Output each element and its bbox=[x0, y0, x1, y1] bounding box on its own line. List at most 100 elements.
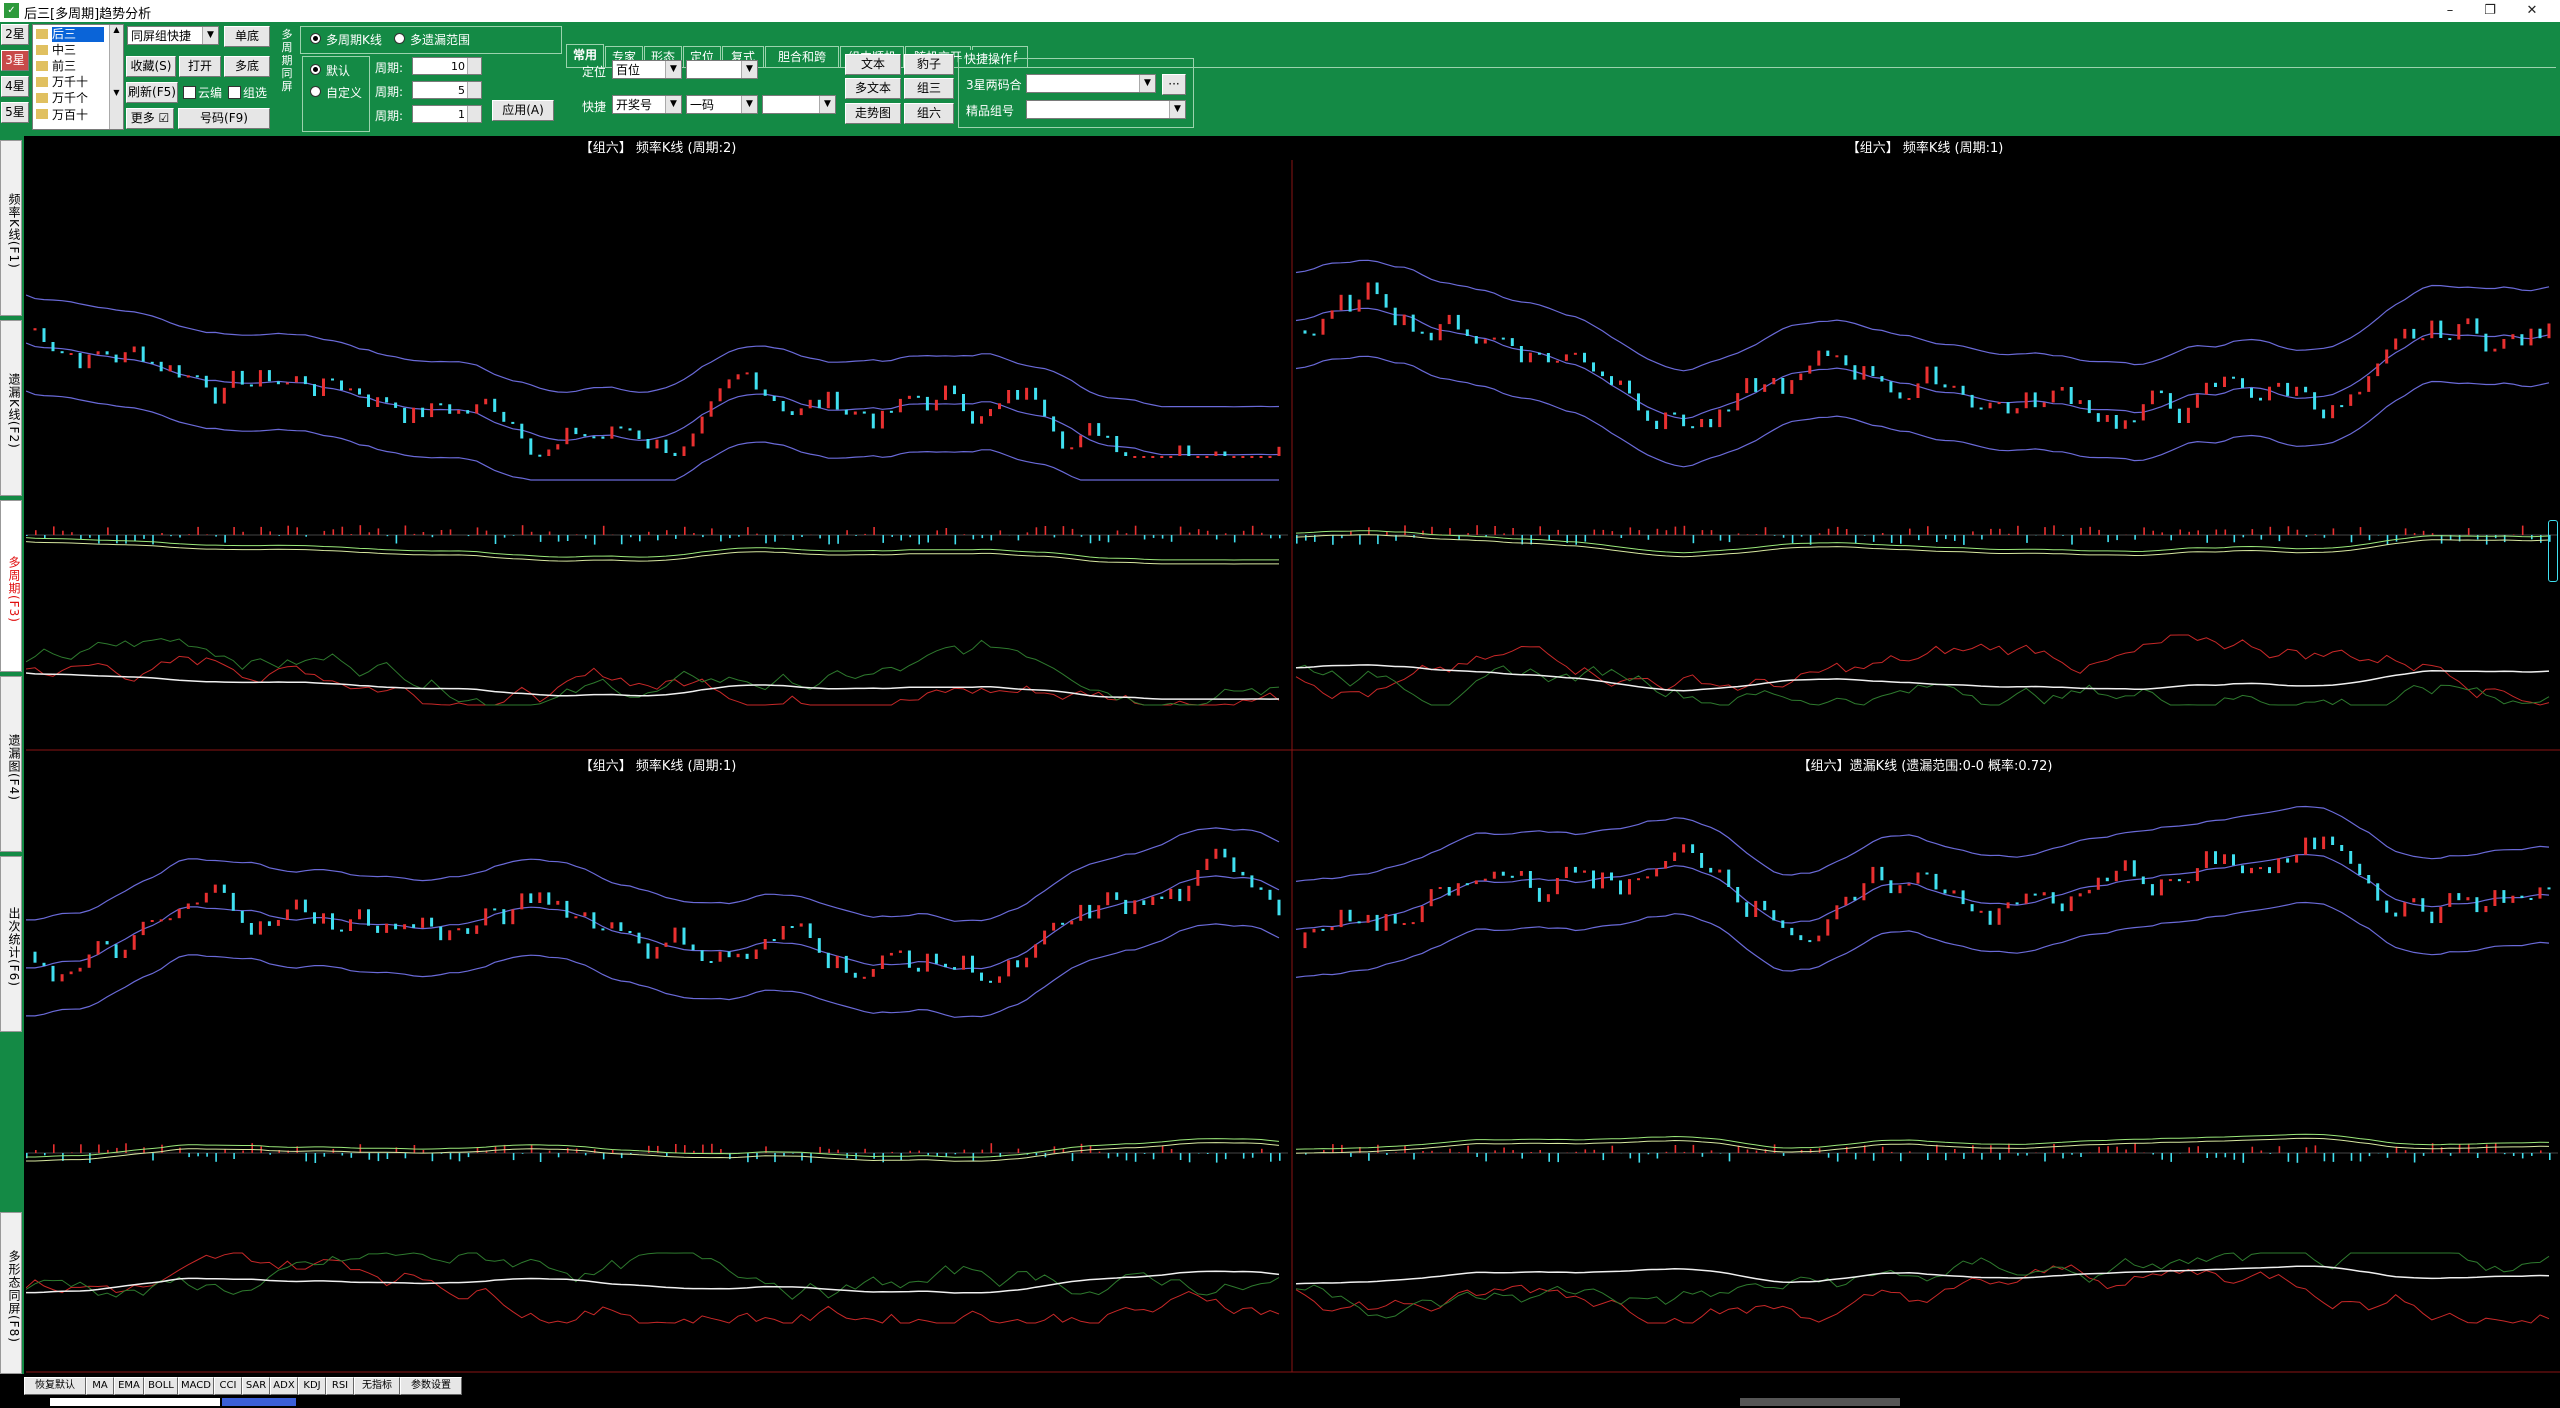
single-button[interactable]: 单底 bbox=[224, 26, 270, 47]
macd-bar bbox=[1638, 1153, 1641, 1163]
candle bbox=[204, 375, 208, 388]
side-tab-miss-chart[interactable]: 遗漏图(F4) bbox=[0, 676, 22, 852]
text-button[interactable]: 文本 bbox=[845, 54, 901, 75]
custom-radio[interactable] bbox=[310, 86, 321, 97]
candle bbox=[889, 410, 893, 413]
oscillator-line bbox=[26, 1252, 1280, 1324]
macd-bar bbox=[386, 535, 389, 537]
tab-common[interactable]: 常用 bbox=[566, 44, 604, 68]
list-item[interactable]: 中三 bbox=[52, 43, 77, 57]
macd-bar bbox=[503, 1144, 506, 1153]
candle bbox=[1655, 420, 1659, 429]
candle bbox=[258, 370, 262, 387]
pos-combo[interactable]: 百位 ▼ bbox=[612, 60, 682, 79]
candle bbox=[1646, 876, 1650, 879]
adx-button[interactable]: ADX bbox=[270, 1377, 298, 1395]
more-button[interactable]: 更多 ☑ bbox=[126, 108, 174, 129]
macd-bar bbox=[1936, 535, 1938, 542]
chart-scroll-handle[interactable] bbox=[2548, 520, 2558, 582]
candle bbox=[763, 389, 767, 396]
list-item[interactable]: 后三 bbox=[52, 27, 104, 42]
macd-bar bbox=[2062, 535, 2064, 536]
list-item[interactable]: 前三 bbox=[52, 59, 77, 73]
candle bbox=[934, 953, 938, 964]
more-options-button[interactable]: ··· bbox=[1162, 74, 1186, 95]
candle bbox=[2349, 394, 2353, 406]
trend-button[interactable]: 走势图 bbox=[845, 103, 901, 124]
group3-button[interactable]: 组三 bbox=[904, 78, 954, 99]
side-tab-count-stats[interactable]: 出次统计(F6) bbox=[0, 856, 22, 1032]
minimize-button[interactable]: – bbox=[2446, 3, 2454, 18]
pos-extra-combo[interactable]: ▼ bbox=[686, 60, 758, 79]
group6-button[interactable]: 组六 bbox=[904, 103, 954, 124]
cci-button[interactable]: CCI bbox=[214, 1377, 242, 1395]
candle bbox=[529, 438, 533, 455]
tab-gall-span[interactable]: 胆合和跨 bbox=[765, 46, 839, 68]
star-5-button[interactable]: 5星 bbox=[1, 102, 29, 123]
macd-bar bbox=[2314, 534, 2317, 535]
cycle-1-spinner[interactable]: 10 bbox=[412, 57, 482, 75]
favorite-button[interactable]: 收藏(S) bbox=[126, 56, 176, 77]
macd-bar bbox=[197, 1153, 199, 1157]
no-indicator-button[interactable]: 无指标 bbox=[354, 1377, 400, 1395]
star-2-button[interactable]: 2星 bbox=[1, 24, 29, 45]
refresh-button[interactable]: 刷新(F5) bbox=[126, 82, 178, 103]
side-tab-multi-shape[interactable]: 多形态同屏(F8) bbox=[0, 1212, 22, 1374]
compose-checkbox[interactable] bbox=[228, 86, 241, 99]
apply-button[interactable]: 应用(A) bbox=[492, 100, 554, 121]
sar-button[interactable]: SAR bbox=[242, 1377, 270, 1395]
candle bbox=[1303, 330, 1307, 334]
macd-bar bbox=[1422, 530, 1424, 535]
side-tab-miss-kline[interactable]: 遗漏K线(F2) bbox=[0, 320, 22, 496]
group-combo[interactable]: 同屏组快捷 ▼ bbox=[127, 26, 219, 45]
macd-bar bbox=[197, 526, 199, 535]
star-4-button[interactable]: 4星 bbox=[1, 76, 29, 97]
macd-bar bbox=[936, 530, 938, 535]
ma-button[interactable]: MA bbox=[86, 1377, 114, 1395]
macd-bar bbox=[1782, 535, 1785, 538]
open-button[interactable]: 打开 bbox=[179, 56, 221, 77]
star-3-button[interactable]: 3星 bbox=[1, 50, 29, 71]
rsi-button[interactable]: RSI bbox=[326, 1377, 354, 1395]
list-item[interactable]: 万千十 bbox=[52, 75, 89, 89]
macd-button[interactable]: MACD bbox=[178, 1377, 214, 1395]
code-combo[interactable]: 一码 ▼ bbox=[686, 95, 758, 114]
multi-button[interactable]: 多底 bbox=[224, 56, 270, 77]
macd-bar bbox=[26, 535, 28, 536]
candle bbox=[1169, 456, 1173, 458]
list-item[interactable]: 万百十 bbox=[52, 108, 89, 122]
list-item[interactable]: 万千个 bbox=[52, 91, 89, 105]
candle bbox=[2105, 415, 2109, 422]
fine-group-combo[interactable]: ▼ bbox=[1026, 100, 1186, 119]
cycle-3-spinner[interactable]: 1 bbox=[412, 105, 482, 123]
restore-button[interactable]: ❐ bbox=[2484, 3, 2496, 18]
macd-bar bbox=[1350, 531, 1352, 535]
param-settings-button[interactable]: 参数设置 bbox=[400, 1377, 462, 1395]
kdj-button[interactable]: KDJ bbox=[298, 1377, 326, 1395]
candle bbox=[2232, 854, 2235, 866]
list-scrollbar[interactable]: ▲ ▼ bbox=[109, 25, 123, 129]
number-button[interactable]: 号码(F9) bbox=[178, 108, 270, 129]
candle bbox=[2457, 893, 2461, 901]
sync-checkbox[interactable] bbox=[183, 86, 196, 99]
cycle-2-spinner[interactable]: 5 bbox=[412, 81, 482, 99]
three-star-combo[interactable]: ▼ bbox=[1026, 74, 1156, 93]
code-extra-combo[interactable]: ▼ bbox=[762, 95, 836, 114]
multitext-button[interactable]: 多文本 bbox=[845, 78, 901, 99]
multi-miss-radio[interactable] bbox=[394, 33, 405, 44]
ema-button[interactable]: EMA bbox=[114, 1377, 144, 1395]
macd-bar bbox=[918, 535, 920, 545]
default-radio[interactable] bbox=[310, 64, 321, 75]
close-button[interactable]: ✕ bbox=[2526, 3, 2538, 18]
quick-combo[interactable]: 开奖号 ▼ bbox=[612, 95, 682, 114]
side-tab-multi-cycle[interactable]: 多周期(F3) bbox=[0, 500, 22, 672]
boll-button[interactable]: BOLL bbox=[144, 1377, 178, 1395]
charts-area[interactable] bbox=[26, 136, 2560, 1374]
leopard-button[interactable]: 豹子 bbox=[904, 54, 954, 75]
candle bbox=[2033, 392, 2037, 408]
restore-default-button[interactable]: 恢复默认 bbox=[24, 1377, 86, 1395]
multi-kline-radio[interactable] bbox=[310, 33, 321, 44]
side-tab-freq-kline[interactable]: 频率K线(F1) bbox=[0, 140, 22, 316]
candle bbox=[1907, 883, 1911, 886]
macd-bar bbox=[2017, 1153, 2019, 1156]
